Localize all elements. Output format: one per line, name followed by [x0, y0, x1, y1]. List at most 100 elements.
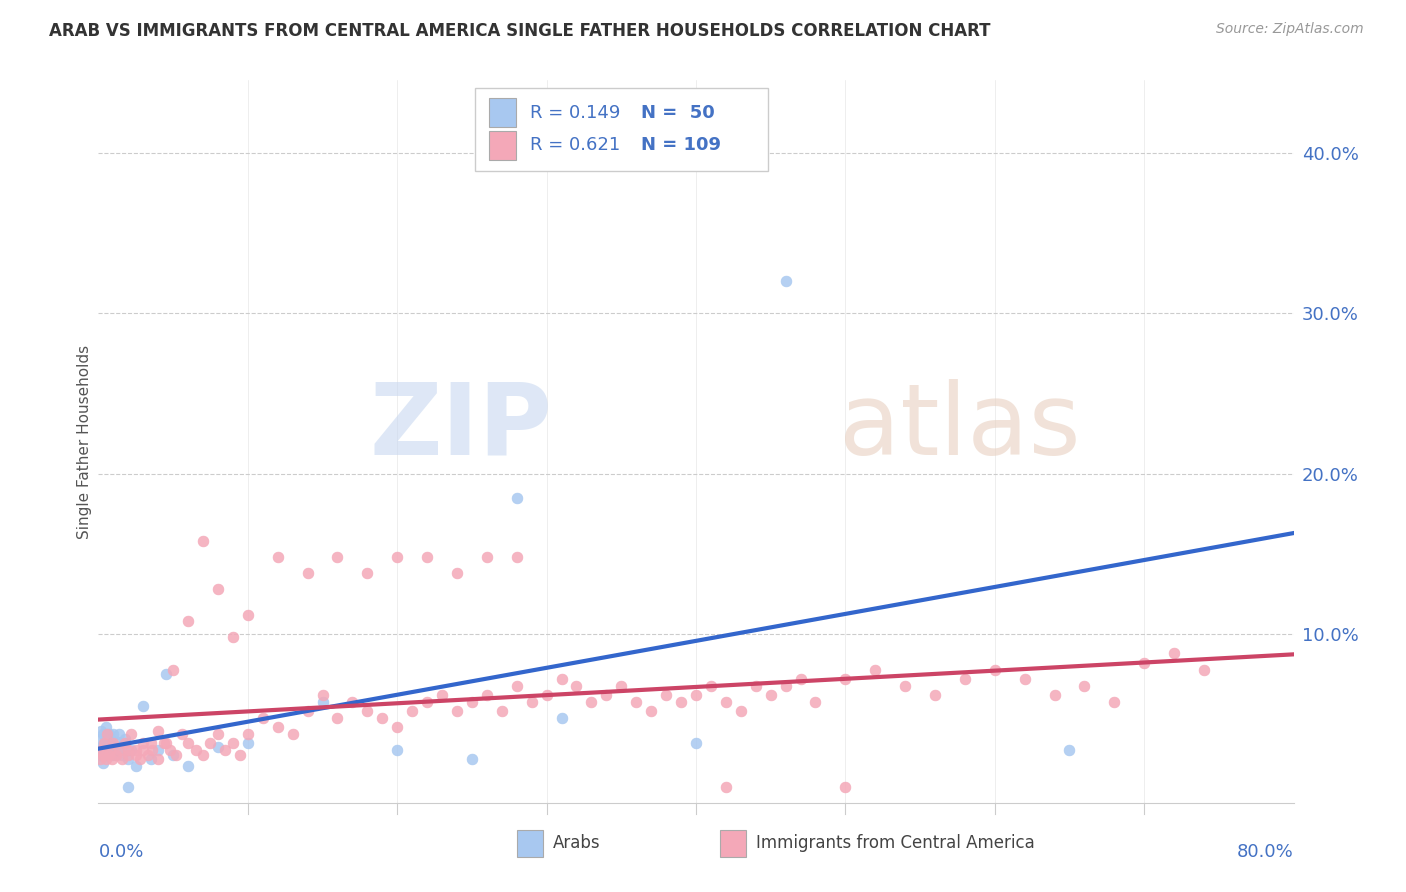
Point	[148, 743, 170, 757]
Point	[222, 736, 245, 750]
Point	[103, 739, 125, 754]
Point	[640, 704, 662, 718]
Point	[101, 752, 124, 766]
Text: Arabs: Arabs	[553, 834, 600, 852]
Point	[165, 747, 187, 762]
Point	[834, 780, 856, 794]
Point	[117, 747, 139, 762]
Point	[581, 695, 603, 709]
Point	[700, 679, 723, 693]
Point	[326, 550, 349, 565]
Point	[565, 679, 588, 693]
Point	[356, 704, 378, 718]
Point	[155, 736, 177, 750]
Point	[685, 688, 707, 702]
Point	[94, 735, 117, 749]
Point	[446, 704, 468, 718]
Point	[804, 695, 827, 709]
Point	[236, 736, 259, 750]
Point	[139, 736, 162, 750]
Point	[107, 735, 129, 749]
Point	[267, 550, 290, 565]
Point	[416, 695, 439, 709]
Point	[730, 704, 752, 718]
Text: N = 109: N = 109	[641, 136, 721, 154]
Text: R = 0.621: R = 0.621	[530, 136, 620, 154]
Point	[236, 607, 259, 622]
Point	[120, 727, 142, 741]
Point	[834, 672, 856, 686]
Point	[1163, 647, 1185, 661]
Point	[97, 747, 120, 762]
Point	[139, 752, 162, 766]
Point	[90, 723, 112, 738]
Point	[101, 747, 124, 762]
Point	[94, 743, 117, 757]
FancyBboxPatch shape	[489, 131, 516, 160]
Point	[114, 731, 136, 746]
Point	[98, 731, 122, 746]
Point	[311, 688, 333, 702]
Point	[129, 752, 152, 766]
Point	[506, 679, 529, 693]
Point	[371, 711, 394, 725]
Point	[924, 688, 946, 702]
Point	[117, 752, 139, 766]
Text: Source: ZipAtlas.com: Source: ZipAtlas.com	[1216, 22, 1364, 37]
Point	[105, 747, 128, 762]
Point	[207, 727, 229, 741]
Point	[162, 663, 184, 677]
FancyBboxPatch shape	[517, 830, 543, 857]
Point	[91, 747, 114, 762]
Point	[177, 736, 200, 750]
Point	[125, 743, 148, 757]
Point	[89, 747, 111, 762]
Point	[101, 736, 124, 750]
Point	[491, 704, 513, 718]
Point	[200, 736, 222, 750]
Point	[94, 720, 117, 734]
Point	[1104, 695, 1126, 709]
Point	[89, 731, 111, 746]
Point	[475, 550, 498, 565]
Point	[136, 747, 159, 762]
Point	[894, 679, 917, 693]
Point	[714, 695, 737, 709]
Point	[96, 727, 118, 741]
Point	[297, 704, 319, 718]
Point	[416, 550, 439, 565]
Text: ARAB VS IMMIGRANTS FROM CENTRAL AMERICA SINGLE FATHER HOUSEHOLDS CORRELATION CHA: ARAB VS IMMIGRANTS FROM CENTRAL AMERICA …	[49, 22, 991, 40]
Point	[789, 672, 811, 686]
Y-axis label: Single Father Households: Single Father Households	[77, 344, 91, 539]
Text: 0.0%: 0.0%	[98, 843, 143, 861]
Point	[311, 695, 333, 709]
Point	[1133, 656, 1156, 670]
Point	[125, 747, 148, 762]
Point	[430, 688, 453, 702]
Point	[385, 550, 409, 565]
Point	[108, 743, 131, 757]
Text: N =  50: N = 50	[641, 103, 714, 122]
Point	[759, 688, 782, 702]
Point	[595, 688, 617, 702]
Point	[385, 743, 409, 757]
Point	[984, 663, 1007, 677]
Point	[184, 743, 207, 757]
FancyBboxPatch shape	[720, 830, 747, 857]
Point	[117, 743, 139, 757]
Point	[148, 723, 170, 738]
Point	[669, 695, 692, 709]
Point	[685, 736, 707, 750]
Point	[97, 739, 120, 754]
Point	[91, 739, 114, 754]
Text: atlas: atlas	[839, 378, 1081, 475]
Point	[103, 727, 125, 741]
Point	[222, 631, 245, 645]
Point	[90, 743, 112, 757]
Point	[446, 566, 468, 581]
Point	[112, 736, 135, 750]
Text: R = 0.149: R = 0.149	[530, 103, 620, 122]
Point	[172, 727, 194, 741]
Point	[385, 720, 409, 734]
Point	[98, 743, 122, 757]
